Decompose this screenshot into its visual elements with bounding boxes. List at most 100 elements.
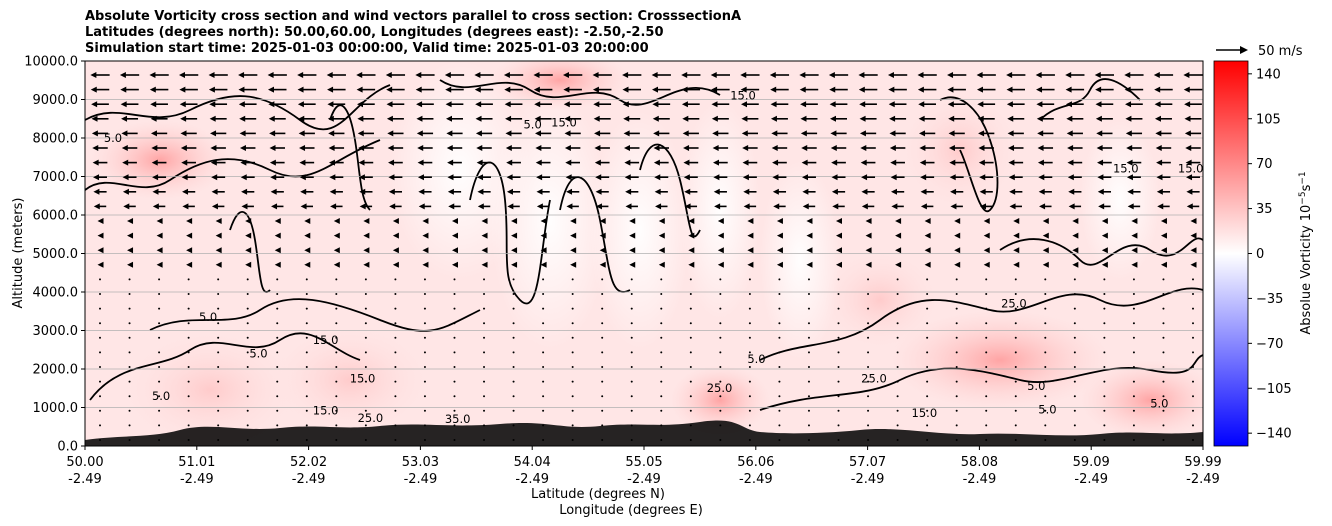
wind-vector [386,101,405,108]
contour-label: 15.0 [350,371,376,385]
wind-vector [837,336,840,339]
wind-vector [156,218,163,224]
x-tick-label-lat: 53.03 [402,455,439,470]
wind-vector [93,203,107,210]
wind-vector [276,278,279,281]
wind-vector [622,101,641,108]
wind-vector [356,86,376,93]
wind-vector [1132,322,1135,325]
colorbar-ticks: 140 105 70 35 0 −35 −70 −105 −140 [1248,67,1292,442]
wind-vector [890,174,905,181]
wind-vector [423,322,426,325]
wind-vector [778,409,781,412]
wind-vector [623,130,640,137]
wind-vector [689,322,692,325]
contour-label: 25.0 [707,381,733,395]
wind-vector [246,278,249,281]
wind-vector [1073,439,1076,441]
contour-line [89,332,361,401]
wind-vector [564,145,581,151]
contour-line [759,287,1203,361]
wind-vector [859,115,877,122]
wind-vector [453,409,456,412]
wind-vector [1192,409,1194,412]
field-patch [120,330,300,446]
wind-vector [689,336,692,339]
wind-vector [453,336,456,339]
wind-vector [1162,322,1165,325]
wind-vector [743,203,757,210]
wind-vector [274,218,281,224]
field-patch [680,100,760,320]
wind-vector [1007,115,1025,122]
wind-vector [837,380,840,383]
wind-vector [830,115,848,122]
wind-vector [483,336,486,339]
contour-label: 5.0 [1038,402,1056,416]
wind-vector [483,307,486,310]
wind-vector [629,261,636,268]
wind-vector [985,366,988,368]
wind-vector [918,101,937,108]
wind-vector [660,322,663,325]
wind-vector [985,293,988,295]
wind-vector [1162,380,1165,383]
wind-vector [867,395,870,398]
wind-vector [1156,174,1171,181]
wind-vector [895,218,902,224]
wind-vector [660,307,663,310]
wind-vector [836,218,843,224]
wind-vector [806,247,813,254]
wind-vector [238,101,257,108]
wind-vector [623,115,641,122]
wind-vector [747,232,754,239]
wind-vector [593,101,612,108]
wind-vector [158,336,161,339]
wind-vector [1103,439,1106,441]
wind-vector [91,130,109,137]
wind-vector [896,424,899,427]
wind-vector [269,130,286,137]
wind-vector [896,351,899,354]
wind-vector [652,101,671,108]
wind-vector [158,395,161,398]
x-tick-label-lon: -2.49 [1186,472,1220,487]
wind-vector [1103,278,1106,281]
wind-vector [305,395,308,398]
wind-vector [394,307,397,310]
wind-vector [363,247,370,254]
wind-vector [445,115,463,122]
contour-label: 5.0 [523,117,541,131]
wind-vector [918,115,936,122]
wind-vector [1184,130,1202,137]
wind-vector [305,380,308,383]
wind-vector [506,174,521,181]
wind-vector [630,278,633,281]
wind-vector [985,395,988,398]
wind-vector [772,188,787,195]
wind-vector [418,203,432,210]
wind-vector [152,188,166,195]
wind-vector [394,439,397,441]
quiver-key: 50 m/s [1216,44,1303,59]
wind-vector [299,159,315,166]
wind-vector [926,380,929,383]
wind-vector [563,72,583,78]
wind-vector [305,336,308,339]
wind-vector [483,439,486,441]
wind-vector [542,307,545,310]
wind-vector [536,174,551,181]
wind-vector [149,86,169,93]
wind-vector [299,145,315,151]
wind-vector [867,278,870,281]
wind-vector [1157,203,1170,210]
wind-vector [948,130,965,137]
wind-vector [630,395,633,398]
wind-vector [297,72,317,78]
wind-vector [896,439,899,441]
wind-vector [542,380,545,383]
wind-vector [504,101,523,108]
wind-vector [776,218,783,224]
colorbar-tick-label: −140 [1256,427,1292,442]
wind-vector [689,409,692,412]
